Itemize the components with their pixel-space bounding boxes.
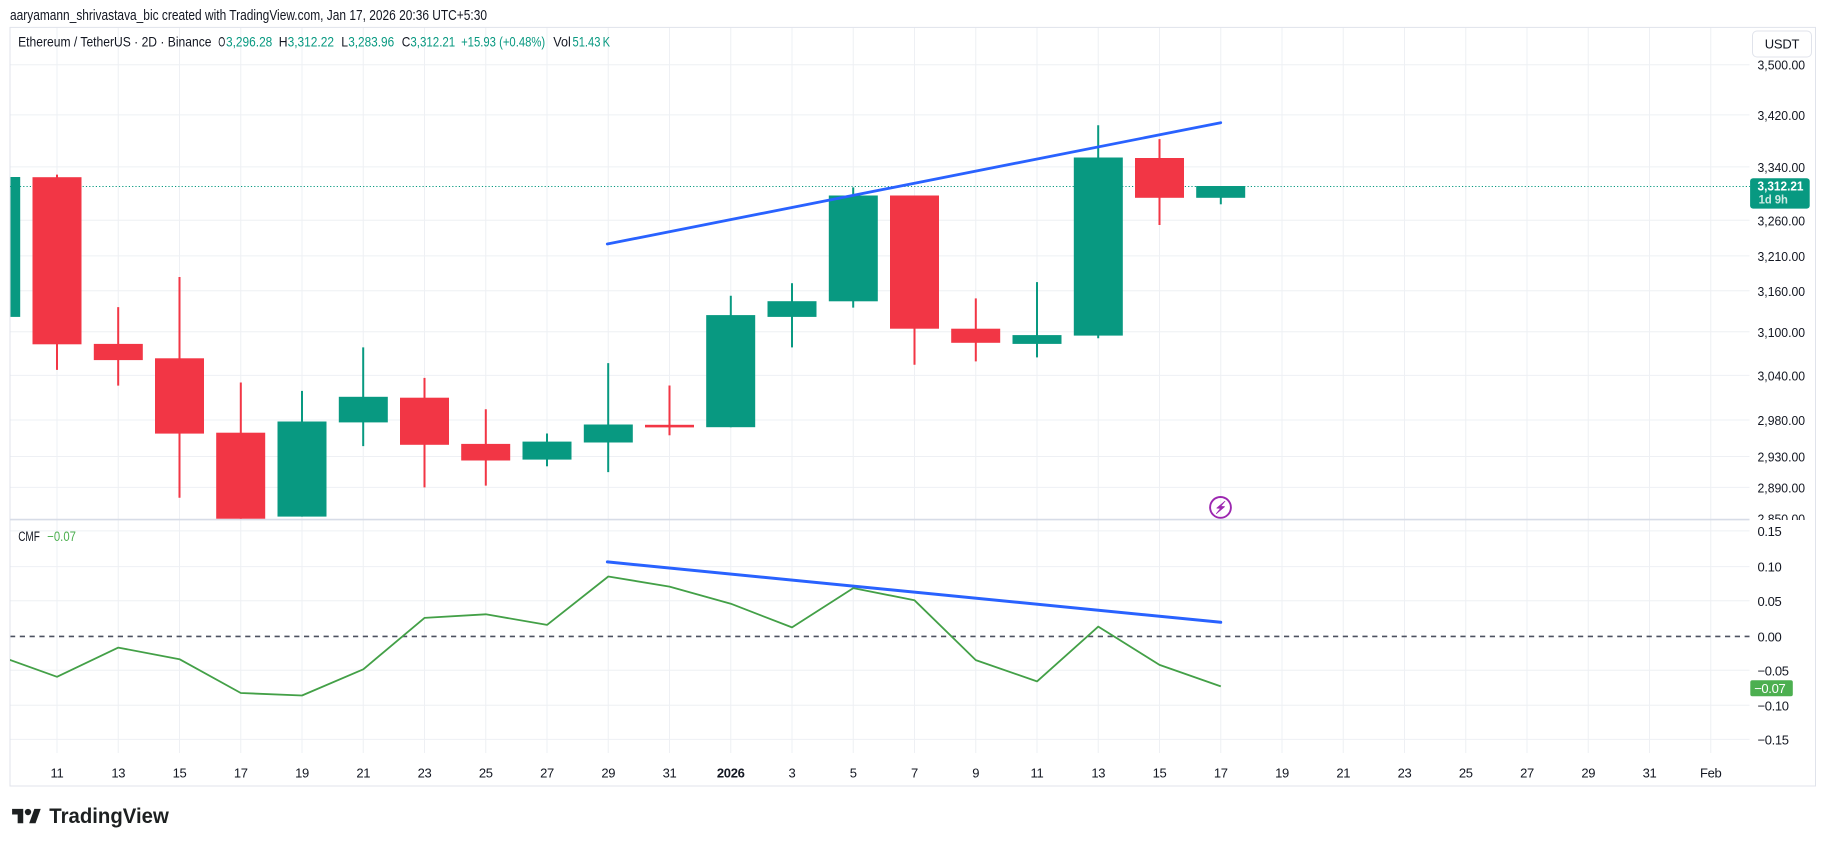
svg-text:51.43 K: 51.43 K [573, 34, 611, 49]
svg-text:9: 9 [972, 765, 979, 780]
svg-text:H: H [279, 34, 288, 49]
svg-text:L: L [341, 34, 348, 49]
svg-text:aaryamann_shrivastava_bic crea: aaryamann_shrivastava_bic created with T… [10, 8, 487, 24]
svg-text:25: 25 [479, 765, 493, 780]
svg-text:29: 29 [601, 765, 615, 780]
svg-text:27: 27 [540, 765, 554, 780]
svg-text:2026: 2026 [717, 765, 745, 780]
svg-text:−0.07: −0.07 [1754, 681, 1785, 696]
svg-text:3,420.00: 3,420.00 [1758, 108, 1806, 123]
svg-text:17: 17 [1214, 765, 1228, 780]
svg-text:13: 13 [1091, 765, 1105, 780]
svg-text:25: 25 [1459, 765, 1473, 780]
svg-text:−0.07: −0.07 [47, 529, 76, 544]
svg-text:5: 5 [850, 765, 857, 780]
svg-text:TradingView: TradingView [49, 805, 169, 828]
svg-text:7: 7 [911, 765, 918, 780]
svg-text:2,890.00: 2,890.00 [1758, 480, 1806, 495]
svg-text:3,296.28: 3,296.28 [226, 34, 272, 49]
svg-text:11: 11 [1031, 765, 1044, 780]
svg-text:3,100.00: 3,100.00 [1758, 325, 1806, 340]
svg-text:3,283.96: 3,283.96 [348, 34, 394, 49]
svg-text:−0.05: −0.05 [1758, 663, 1789, 678]
svg-text:3,340.00: 3,340.00 [1758, 160, 1806, 175]
svg-text:Vol: Vol [553, 34, 571, 49]
svg-text:29: 29 [1581, 765, 1595, 780]
svg-text:31: 31 [1643, 765, 1657, 780]
svg-text:21: 21 [1336, 765, 1350, 780]
svg-text:0.10: 0.10 [1758, 560, 1782, 575]
svg-text:19: 19 [1275, 765, 1289, 780]
svg-text:+15.93 (+0.48%): +15.93 (+0.48%) [461, 34, 545, 49]
svg-text:0.05: 0.05 [1758, 594, 1782, 609]
svg-text:3,500.00: 3,500.00 [1758, 58, 1806, 73]
svg-text:23: 23 [1398, 765, 1412, 780]
svg-text:3,210.00: 3,210.00 [1758, 249, 1806, 264]
svg-text:2,980.00: 2,980.00 [1758, 413, 1806, 428]
svg-text:15: 15 [173, 765, 187, 780]
svg-text:3,160.00: 3,160.00 [1758, 284, 1806, 299]
svg-text:3: 3 [789, 765, 796, 780]
svg-text:21: 21 [356, 765, 370, 780]
svg-text:CMF: CMF [18, 529, 40, 544]
svg-text:Ethereum / TetherUS · 2D · Bin: Ethereum / TetherUS · 2D · Binance [18, 34, 211, 49]
svg-text:−0.15: −0.15 [1758, 732, 1789, 747]
svg-text:2,850.00: 2,850.00 [1758, 512, 1806, 527]
svg-text:0.00: 0.00 [1758, 629, 1782, 644]
svg-text:−0.10: −0.10 [1758, 698, 1789, 713]
svg-text:C: C [402, 34, 411, 49]
svg-text:3,040.00: 3,040.00 [1758, 368, 1806, 383]
svg-text:3,312.22: 3,312.22 [288, 34, 334, 49]
svg-text:2,930.00: 2,930.00 [1758, 450, 1806, 465]
svg-text:O: O [218, 34, 225, 49]
svg-text:23: 23 [418, 765, 432, 780]
svg-text:3,260.00: 3,260.00 [1758, 213, 1806, 228]
svg-text:31: 31 [663, 765, 677, 780]
svg-text:15: 15 [1153, 765, 1167, 780]
svg-text:0.15: 0.15 [1758, 524, 1782, 539]
svg-text:3,312.21: 3,312.21 [1758, 178, 1804, 193]
svg-text:Feb: Feb [1700, 765, 1722, 780]
svg-text:3,312.21: 3,312.21 [410, 34, 455, 49]
svg-text:17: 17 [234, 765, 248, 780]
svg-text:1d 9h: 1d 9h [1759, 193, 1788, 207]
svg-text:11: 11 [51, 765, 64, 780]
svg-text:19: 19 [295, 765, 309, 780]
svg-text:13: 13 [111, 765, 125, 780]
svg-text:USDT: USDT [1765, 37, 1800, 52]
svg-text:27: 27 [1520, 765, 1534, 780]
